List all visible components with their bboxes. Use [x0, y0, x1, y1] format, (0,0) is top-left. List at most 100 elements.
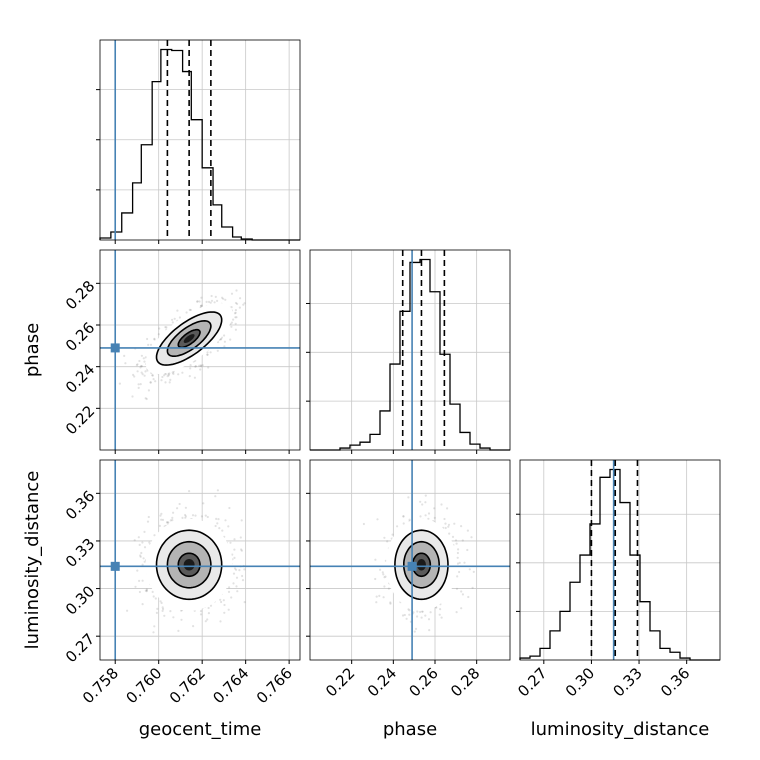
- panel-content: [310, 460, 510, 660]
- sample-point: [228, 506, 231, 510]
- panel-content: [100, 250, 300, 450]
- sample-point: [169, 519, 172, 522]
- sample-point: [167, 521, 170, 524]
- sample-point: [451, 535, 455, 539]
- sample-point: [168, 381, 171, 384]
- sample-point: [408, 609, 411, 612]
- x-tick-label-phase-3: 0.28: [447, 664, 483, 700]
- sample-point: [144, 589, 147, 592]
- sample-point: [169, 610, 172, 613]
- sample-point: [460, 525, 463, 528]
- sample-point: [160, 601, 163, 605]
- sample-point: [200, 304, 203, 307]
- sample-point: [139, 366, 142, 369]
- x-axis-label-phase: phase: [383, 719, 437, 740]
- sample-point: [209, 604, 213, 607]
- sample-point: [228, 586, 231, 589]
- sample-point: [381, 571, 384, 574]
- density-panel-phase-luminosity_distance: 0.22 0.24 0.26 0.28: [306, 459, 511, 700]
- x-tick-label-luminosity_distance-0: 0.27: [514, 664, 550, 700]
- sample-point: [216, 522, 219, 525]
- x-tick-label-luminosity_distance-1: 0.30: [562, 664, 598, 700]
- sample-point: [137, 383, 140, 386]
- sample-point: [419, 515, 422, 518]
- sample-point: [143, 374, 146, 377]
- sample-point: [214, 495, 217, 498]
- sample-point: [243, 601, 246, 604]
- x-tick-label-luminosity_distance-3: 0.36: [657, 664, 693, 700]
- sample-point: [234, 309, 237, 312]
- sample-point: [204, 514, 207, 517]
- sample-point: [235, 289, 238, 292]
- sample-point: [184, 516, 187, 519]
- sample-point: [191, 514, 195, 517]
- sample-point: [375, 595, 378, 598]
- sample-point: [433, 516, 436, 520]
- sample-point: [427, 618, 431, 621]
- sample-point: [151, 374, 154, 377]
- sample-point: [447, 523, 451, 526]
- x-tick-label-geocent_time-2: 0.762: [166, 664, 209, 707]
- sample-point: [219, 620, 222, 623]
- sample-point: [136, 569, 139, 572]
- sample-point: [171, 321, 174, 324]
- sample-point: [132, 373, 135, 376]
- sample-point: [243, 568, 246, 571]
- sample-point: [192, 625, 195, 628]
- sample-point: [362, 522, 365, 526]
- sample-point: [463, 561, 466, 564]
- sample-point: [177, 629, 180, 633]
- sample-point: [160, 518, 163, 521]
- sample-point: [206, 351, 209, 354]
- sample-point: [198, 364, 201, 367]
- sample-point: [167, 373, 170, 376]
- sample-point: [153, 338, 156, 341]
- sample-point: [236, 590, 239, 593]
- sample-point: [161, 375, 164, 379]
- sample-point: [149, 381, 152, 384]
- sample-point: [402, 515, 405, 518]
- sample-point: [223, 340, 226, 343]
- sample-point: [152, 378, 155, 381]
- sample-point: [424, 494, 427, 497]
- sample-point: [238, 569, 241, 572]
- contour-line-1: [403, 540, 441, 589]
- sample-point: [143, 360, 146, 363]
- sample-point: [166, 375, 169, 378]
- sample-point: [405, 617, 408, 620]
- sample-point: [137, 536, 140, 539]
- sample-point: [470, 536, 473, 539]
- sample-point: [468, 568, 471, 571]
- sample-point: [163, 614, 166, 617]
- sample-point: [163, 374, 166, 377]
- truth-marker: [110, 561, 120, 571]
- sample-point: [213, 301, 216, 304]
- sample-point: [155, 611, 158, 615]
- sample-point: [210, 299, 214, 302]
- sample-point: [160, 512, 163, 515]
- sample-point: [230, 306, 233, 309]
- sample-point: [143, 546, 147, 549]
- sample-point: [142, 557, 145, 560]
- sample-point: [419, 500, 422, 503]
- sample-point: [414, 627, 418, 631]
- sample-point: [234, 311, 237, 314]
- sample-point: [198, 300, 201, 303]
- sample-point: [138, 543, 141, 547]
- sample-point: [378, 594, 381, 598]
- sample-point: [209, 301, 212, 304]
- sample-point: [455, 542, 458, 545]
- sample-point: [223, 603, 226, 607]
- sample-point: [189, 308, 192, 312]
- sample-point: [215, 517, 218, 521]
- sample-point: [188, 308, 191, 311]
- contour-line-2: [394, 529, 449, 601]
- sample-point: [234, 301, 238, 305]
- density-panel-geocent_time-phase: 0.22 0.24 0.26 0.28: [62, 249, 301, 454]
- sample-point: [158, 524, 161, 528]
- axes-frame: [99, 39, 301, 241]
- sample-point: [467, 595, 470, 599]
- y-tick-label-phase-2: 0.26: [62, 319, 98, 355]
- sample-point: [206, 353, 209, 356]
